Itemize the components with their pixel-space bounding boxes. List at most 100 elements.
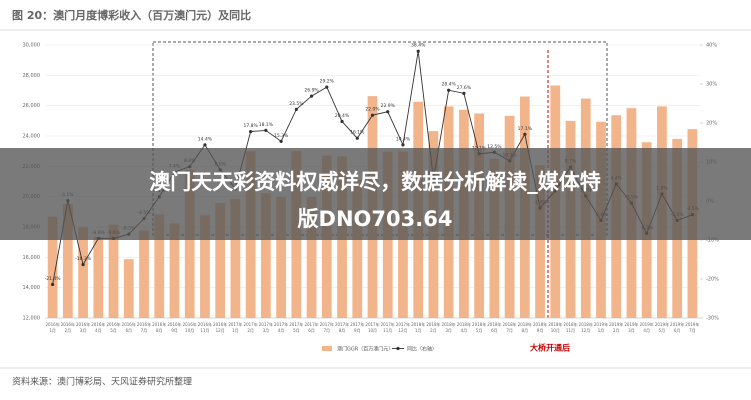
x-tick-label: 2月 [65,328,72,333]
x-tick-label: 5月 [293,328,300,333]
x-tick-label: 2月 [247,328,254,333]
marker [340,119,344,124]
marker [447,88,451,92]
x-tick-label: 3月 [80,328,87,333]
x-tick-label: 2016年 [61,321,75,327]
x-tick-label: 2019年 [685,321,699,327]
x-tick-label: 2017年 [350,321,364,327]
marker [249,129,253,134]
x-tick-label: 2017年 [274,321,288,327]
data-label: 26.9% [304,88,319,94]
x-tick-label: 2018年 [548,321,562,327]
x-tick-label: 3月 [263,328,270,333]
bar [352,179,363,318]
highlight-box [152,41,608,236]
bar [276,196,286,318]
x-tick-label: 2月 [430,328,437,333]
bar [123,259,134,318]
x-tick-label: 2017年 [365,321,379,327]
data-label: 27.6% [457,85,472,91]
x-tick-label: 2016年 [183,321,197,327]
x-tick-label: 9月 [171,328,178,333]
bar [93,237,104,318]
x-tick-label: 2018年 [457,321,471,327]
marker [51,282,55,287]
marker [462,91,466,95]
bar [535,165,545,318]
marker [279,139,283,143]
annotation: 大桥开通后 [530,343,570,353]
x-tick-label: 11月 [566,328,575,333]
x-tick-label: 9月 [537,328,544,333]
x-tick-label: 11月 [383,328,392,333]
x-tick-label: 12月 [398,328,407,333]
marker [325,85,329,89]
x-tick-label: 2018年 [487,321,501,327]
x-tick-label: 2018年 [579,321,593,327]
x-tick-label: 2016年 [198,321,212,327]
x-tick-label: 2017年 [244,321,258,327]
y-tick-label: 16,000 [23,255,41,261]
data-label: 23.5% [289,101,304,107]
x-tick-label: 2019年 [594,321,608,327]
x-tick-label: 2016年 [106,321,120,327]
x-tick-label: 2018年 [472,321,486,327]
x-tick-label: 4月 [643,328,650,333]
x-tick-label: 2017年 [320,321,334,327]
data-label: 18.1% [259,122,274,128]
x-tick-label: 6月 [491,328,498,333]
marker [370,113,375,117]
x-tick-label: 5月 [659,328,666,333]
x-tick-label: 2016年 [122,321,136,327]
data-label: 22.0% [365,107,380,113]
marker [355,136,359,140]
x-tick-label: 1月 [598,328,605,333]
x-tick-label: 3月 [445,328,452,333]
x-tick-label: 4月 [95,328,102,333]
x-tick-label: 8月 [156,328,163,333]
x-tick-label: 2017年 [289,321,303,327]
marker [401,143,405,147]
x-tick-label: 2017年 [259,321,273,327]
x-tick-label: 5月 [476,328,483,333]
x-tick-label: 2019年 [640,321,654,327]
bar [169,223,180,318]
x-tick-label: 2019年 [670,321,684,327]
data-label: 20.4% [335,113,350,119]
data-label: 12.5% [487,144,502,150]
bar [62,203,73,318]
y2-tick-label: -20% [706,277,719,283]
bar [154,214,165,318]
data-label: 22.9% [381,103,396,109]
source: 资料来源：澳门博彩局、天风证券研究所整理 [12,376,192,388]
y-tick-label: 12,000 [23,316,41,322]
legend-label: 澳门GGR（百万澳门元） [337,346,393,353]
x-tick-label: 7月 [689,328,696,333]
chart-title: 图 20：澳门月度博彩收入（百万澳门元）及同比 [12,8,251,22]
x-tick-label: 10月 [368,328,377,333]
x-tick-label: 2017年 [381,321,395,327]
legend-swatch [396,346,400,351]
y-tick-label: 30,000 [23,43,41,49]
bar [200,215,210,318]
x-tick-label: 2017年 [304,321,318,327]
x-tick-label: 10月 [185,328,194,333]
x-tick-label: 4月 [461,328,468,333]
data-label: 14.4% [198,136,213,142]
bar [139,230,149,318]
marker [309,94,314,98]
data-label: 15.3% [274,133,289,139]
x-tick-label: 2018年 [518,321,532,327]
x-tick-label: 2018年 [411,321,425,327]
overlay-band [0,148,751,240]
bar [108,224,119,318]
x-tick-label: 2016年 [167,321,181,327]
data-label: 29.2% [320,79,335,85]
y2-tick-label: 30% [706,82,717,88]
x-tick-label: 6月 [126,328,133,333]
bar [184,169,195,318]
data-label: 14.4% [396,136,411,142]
x-tick-label: 8月 [339,328,346,333]
y-tick-label: 26,000 [23,103,41,109]
